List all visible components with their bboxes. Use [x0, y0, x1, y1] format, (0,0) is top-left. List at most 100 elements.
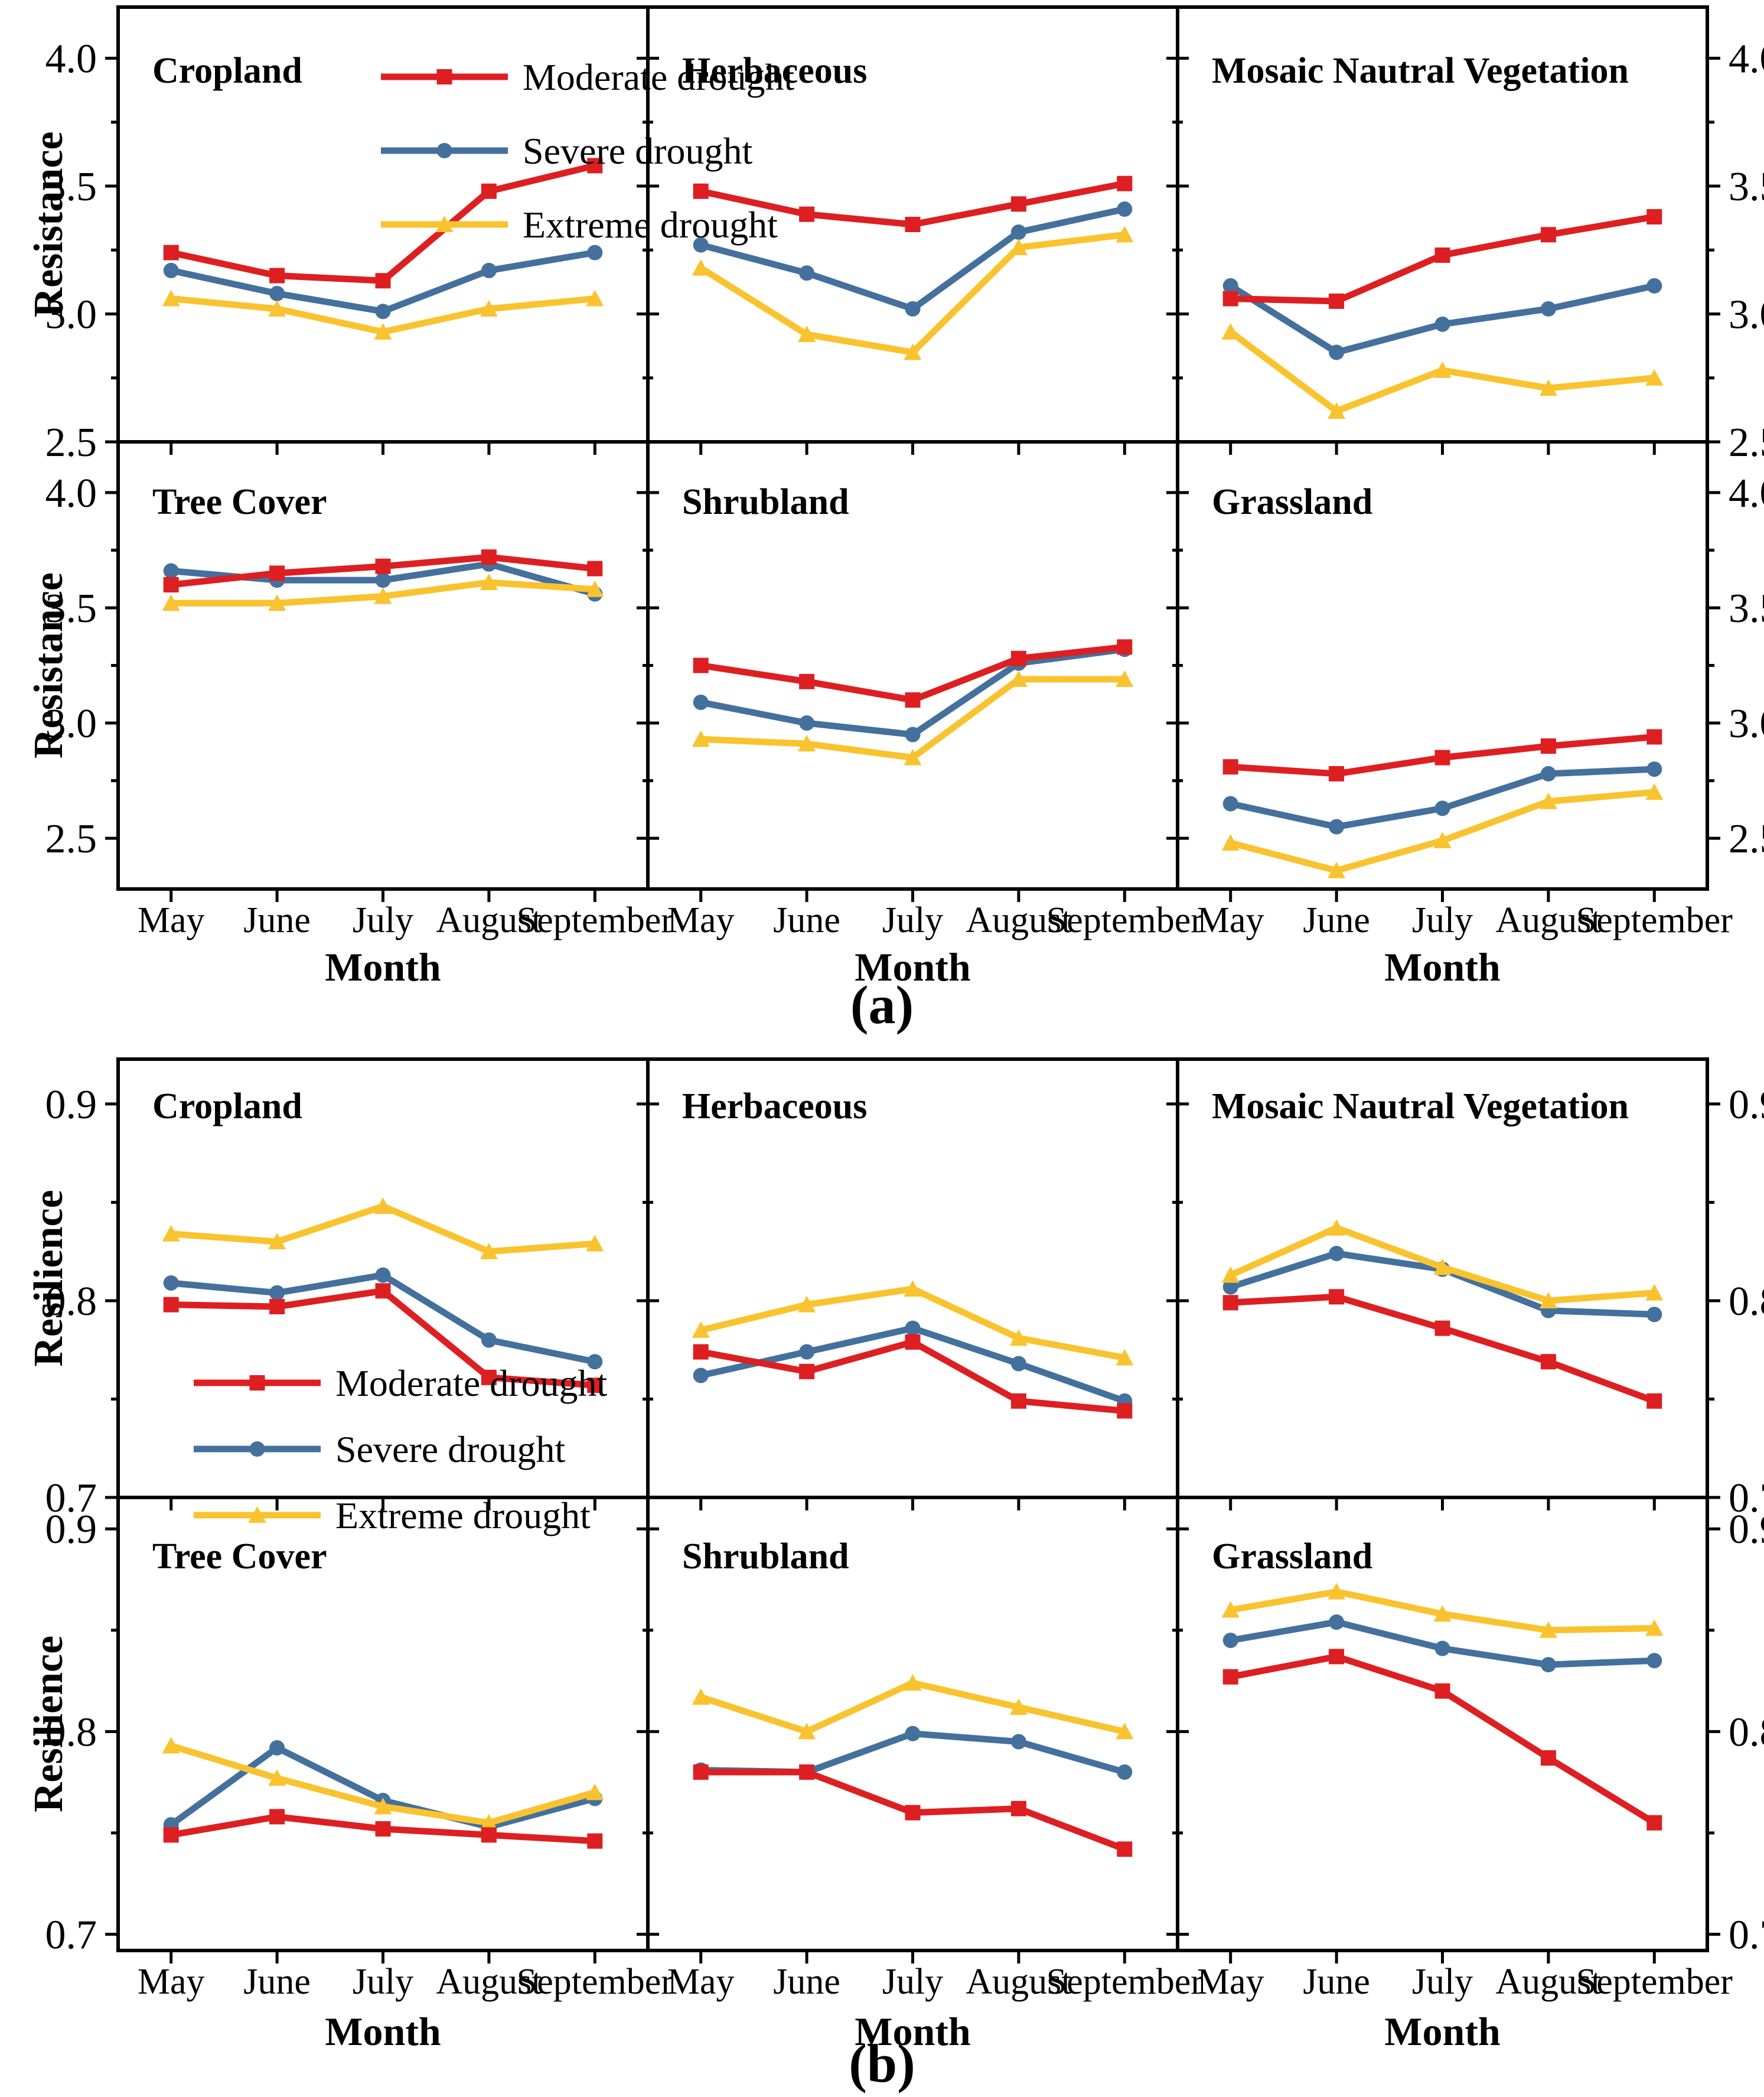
square-marker	[481, 1369, 497, 1385]
series-moderate-drought	[693, 175, 1133, 232]
y-axis-label: Resistance	[26, 572, 71, 758]
circle-marker	[1010, 1356, 1026, 1372]
triangle-marker	[692, 1688, 710, 1705]
square-marker	[269, 565, 285, 581]
triangle-marker	[1221, 323, 1240, 340]
x-tick-label: May	[667, 1962, 735, 2002]
triangle-marker	[1433, 832, 1452, 849]
y-tick-label: 4.0	[45, 37, 97, 82]
series-line-extreme	[700, 676, 1125, 761]
panel-a: Resistance 2.5 3.0 3.5 4.0 Cropland Moderate d…	[26, 5, 1764, 989]
series-extreme-drought	[692, 1279, 1134, 1366]
circle-marker	[481, 1332, 497, 1348]
triangle-marker	[268, 299, 286, 317]
series-line-moderate	[700, 643, 1125, 704]
triangle-marker	[1328, 1219, 1346, 1236]
series-severe-drought	[693, 642, 1133, 743]
square-marker	[1540, 1750, 1556, 1766]
square-marker	[587, 561, 603, 577]
circle-marker	[1329, 819, 1345, 835]
square-marker	[375, 1283, 391, 1299]
series-moderate-drought	[163, 549, 603, 592]
circle-marker	[587, 245, 603, 261]
circle-marker	[587, 1354, 603, 1370]
triangle-marker	[904, 343, 922, 360]
square-marker	[693, 1764, 709, 1780]
x-tick-label: May	[1197, 900, 1264, 940]
series-moderate-drought	[693, 1334, 1133, 1419]
circle-marker	[1329, 1246, 1345, 1262]
square-marker	[799, 673, 815, 689]
square-marker	[1117, 1403, 1133, 1419]
series-moderate-drought	[693, 639, 1133, 708]
triangle-marker	[1433, 361, 1452, 378]
triangle-marker	[1328, 861, 1346, 878]
series-severe-drought	[1222, 278, 1662, 360]
square-marker	[905, 1805, 921, 1821]
legend-label: Severe drought	[335, 1428, 565, 1470]
triangle-marker	[1221, 1601, 1240, 1618]
legend: Moderate drought Severe drought Extreme dr…	[194, 1362, 608, 1536]
x-tick-label: June	[243, 1962, 311, 2002]
triangle-marker	[586, 1783, 604, 1800]
x-tick-label: May	[667, 900, 735, 940]
series-severe-drought	[1222, 761, 1662, 835]
circle-marker	[1646, 761, 1662, 777]
square-marker	[1010, 1393, 1026, 1409]
y-tick-label: 3.0	[45, 701, 97, 747]
square-marker	[1434, 247, 1450, 263]
triangle-marker	[162, 594, 180, 611]
circle-marker	[269, 285, 285, 301]
series-severe-drought	[163, 245, 603, 320]
x-tick-label: September	[1576, 1962, 1733, 2002]
triangle-marker	[1116, 226, 1134, 243]
y-tick-label: 2.5	[1729, 816, 1764, 862]
square-marker	[1329, 293, 1345, 309]
circle-marker	[905, 1725, 921, 1741]
y-tick-label: 3.5	[45, 164, 97, 210]
triangle-marker	[798, 1722, 816, 1740]
triangle-marker	[1433, 1258, 1452, 1275]
y-tick-label: 3.0	[45, 292, 97, 338]
legend-label: Moderate drought	[335, 1362, 608, 1404]
subplot-title: Grassland	[1212, 1536, 1372, 1577]
triangle-marker	[904, 1674, 922, 1691]
legend-label: Severe drought	[523, 130, 752, 172]
triangle-marker	[1645, 1619, 1664, 1636]
y-tick-label: 0.8	[1729, 1709, 1764, 1755]
y-axis-label: Resistance	[26, 132, 71, 318]
square-marker	[587, 1833, 603, 1849]
triangle-marker	[692, 730, 710, 747]
triangle-marker	[1221, 1266, 1240, 1283]
square-marker	[1646, 729, 1662, 745]
legend-triangle-marker	[435, 216, 454, 232]
y-tick-label: 2.5	[1729, 420, 1764, 465]
circle-marker	[1117, 1764, 1133, 1780]
triangle-marker	[1539, 792, 1557, 809]
triangle-marker	[1009, 1329, 1028, 1346]
square-marker	[1117, 1841, 1133, 1857]
x-tick-label: September	[517, 900, 673, 940]
triangle-marker	[586, 289, 604, 307]
x-tick-label: July	[882, 1962, 943, 2002]
triangle-marker	[1539, 1621, 1557, 1638]
y-tick-label: 0.9	[1729, 1082, 1764, 1128]
subplot-title: Cropland	[152, 51, 302, 91]
circle-marker	[905, 727, 921, 743]
x-tick-label: August	[436, 900, 542, 940]
circle-marker	[799, 265, 815, 281]
triangle-marker	[1645, 783, 1664, 800]
circle-marker	[163, 1275, 179, 1291]
triangle-marker	[480, 574, 498, 591]
circle-marker	[1540, 301, 1556, 317]
legend-label: Extreme drought	[523, 204, 778, 246]
subplot-herbaceous: Herbaceous	[646, 5, 1179, 455]
square-marker	[1222, 759, 1238, 775]
legend-square-marker	[436, 69, 452, 84]
y-tick-label: 2.5	[45, 420, 97, 465]
y-tick-label: 0.7	[1729, 1476, 1764, 1521]
y-tick-label: 0.9	[45, 1507, 97, 1552]
square-marker	[1434, 1320, 1450, 1336]
